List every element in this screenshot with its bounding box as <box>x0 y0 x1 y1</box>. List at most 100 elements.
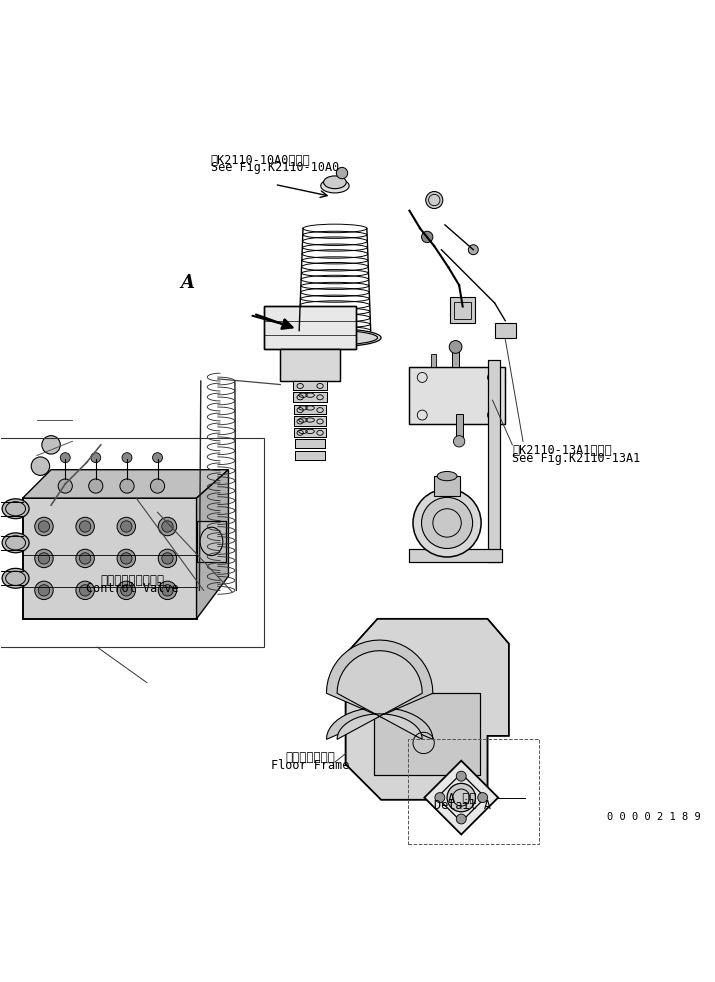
Polygon shape <box>23 469 229 498</box>
Text: コントロールバルブ: コントロールバルブ <box>101 573 164 587</box>
Text: A: A <box>180 274 194 292</box>
Circle shape <box>89 479 103 493</box>
Ellipse shape <box>324 176 346 189</box>
Ellipse shape <box>2 533 29 553</box>
Bar <box>294 406 327 414</box>
Bar <box>23 498 197 619</box>
Bar <box>294 416 326 426</box>
Bar <box>454 301 471 318</box>
Bar <box>488 359 500 562</box>
Circle shape <box>120 479 134 493</box>
Circle shape <box>39 553 49 564</box>
Bar <box>197 520 227 562</box>
Circle shape <box>152 453 162 463</box>
Circle shape <box>35 581 53 600</box>
Circle shape <box>39 520 49 532</box>
Circle shape <box>425 191 443 208</box>
Circle shape <box>158 549 177 568</box>
Bar <box>264 306 356 349</box>
Ellipse shape <box>321 179 349 192</box>
Circle shape <box>162 553 173 564</box>
Circle shape <box>158 581 177 600</box>
Circle shape <box>453 436 465 447</box>
Bar <box>280 349 340 381</box>
Text: 第K2110-13A1図参照: 第K2110-13A1図参照 <box>513 444 612 457</box>
Bar <box>295 428 326 437</box>
Bar <box>295 439 325 449</box>
Circle shape <box>158 518 177 536</box>
Circle shape <box>121 520 132 532</box>
Circle shape <box>76 581 94 600</box>
Circle shape <box>31 457 49 475</box>
Circle shape <box>76 518 94 536</box>
Text: A 詳細: A 詳細 <box>448 791 477 804</box>
Circle shape <box>456 771 466 781</box>
Bar <box>452 347 459 367</box>
Circle shape <box>162 584 173 596</box>
Circle shape <box>122 453 132 463</box>
Text: Control Valve: Control Valve <box>87 581 179 595</box>
Bar <box>293 381 327 390</box>
Circle shape <box>58 479 72 493</box>
Circle shape <box>422 231 433 243</box>
Bar <box>23 498 197 619</box>
Circle shape <box>35 518 53 536</box>
Text: 0 0 0 0 2 1 8 9: 0 0 0 0 2 1 8 9 <box>608 812 701 822</box>
Bar <box>374 693 480 775</box>
Circle shape <box>468 245 478 254</box>
Circle shape <box>79 520 91 532</box>
Bar <box>293 393 327 402</box>
Circle shape <box>447 784 475 812</box>
Text: See Fig.K2110-10A0: See Fig.K2110-10A0 <box>211 161 339 175</box>
Bar <box>434 476 460 496</box>
Circle shape <box>413 489 481 557</box>
Polygon shape <box>337 651 423 739</box>
Circle shape <box>42 436 60 454</box>
Polygon shape <box>425 761 498 835</box>
Polygon shape <box>345 619 509 799</box>
Circle shape <box>117 518 136 536</box>
Bar <box>495 323 516 339</box>
Bar <box>294 406 327 414</box>
Polygon shape <box>327 640 433 739</box>
Bar <box>293 393 327 402</box>
Circle shape <box>336 167 347 179</box>
Bar <box>410 549 502 562</box>
Ellipse shape <box>2 569 29 588</box>
Circle shape <box>121 584 132 596</box>
Bar <box>410 549 502 562</box>
Ellipse shape <box>289 329 381 347</box>
Circle shape <box>435 792 445 802</box>
Circle shape <box>117 549 136 568</box>
Circle shape <box>422 498 473 549</box>
Circle shape <box>449 341 462 354</box>
Circle shape <box>456 814 466 824</box>
Circle shape <box>76 549 94 568</box>
Bar <box>455 414 463 441</box>
Circle shape <box>162 520 173 532</box>
Text: Detail A: Detail A <box>434 799 491 812</box>
Circle shape <box>150 479 164 493</box>
Circle shape <box>79 584 91 596</box>
Bar <box>293 381 327 390</box>
Bar <box>280 349 340 381</box>
Circle shape <box>91 453 101 463</box>
Circle shape <box>35 549 53 568</box>
Text: フロアフレーム: フロアフレーム <box>285 751 335 764</box>
Bar <box>450 298 475 323</box>
Circle shape <box>79 553 91 564</box>
Bar <box>488 359 500 562</box>
Bar <box>295 439 325 449</box>
Circle shape <box>478 792 488 802</box>
Text: 第K2110-10A0図参照: 第K2110-10A0図参照 <box>211 153 310 167</box>
Bar <box>295 451 325 460</box>
Text: Floor Frame: Floor Frame <box>271 759 350 772</box>
Circle shape <box>60 453 70 463</box>
Bar <box>264 306 356 349</box>
Bar <box>410 367 506 423</box>
Bar <box>295 451 325 460</box>
Bar <box>295 428 326 437</box>
Ellipse shape <box>2 499 29 518</box>
Text: See Fig.K2110-13A1: See Fig.K2110-13A1 <box>513 452 641 464</box>
Circle shape <box>39 584 49 596</box>
